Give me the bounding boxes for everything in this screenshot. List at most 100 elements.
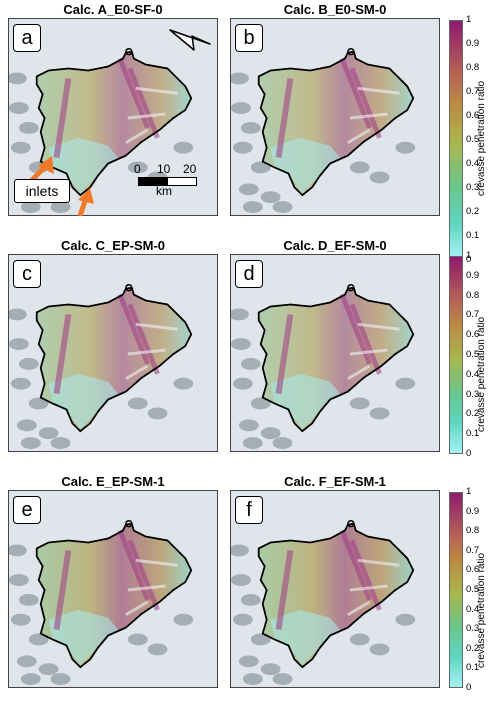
scale-label-10: 10	[157, 162, 171, 176]
mountain-shade	[173, 613, 194, 626]
colorbar-tick-label: 0.8	[466, 525, 480, 537]
mountain-shade	[231, 544, 249, 557]
flow-streak	[349, 112, 388, 120]
mountain-shade	[242, 201, 263, 214]
colorbar-tick-label: 0.2	[466, 642, 480, 654]
flow-streak	[127, 584, 166, 592]
scale-bar: 0 10 20 km	[134, 162, 208, 198]
high-ratio-band	[349, 539, 382, 611]
mountain-shade	[9, 338, 29, 351]
mountain-shade	[242, 437, 263, 450]
inlets-label: inlets	[14, 179, 70, 203]
map-panel-f	[230, 490, 440, 688]
mountain-shade	[272, 201, 293, 214]
mountain-shade	[38, 427, 59, 440]
mountain-shade	[20, 673, 41, 686]
mountain-shade	[10, 377, 31, 390]
colorbar-tick-label: 0.3	[466, 388, 480, 400]
mountain-shade	[232, 141, 253, 154]
flow-streak	[347, 600, 371, 617]
mountain-shade	[240, 121, 261, 134]
panel-title-a: Calc. A_E0-SF-0	[63, 2, 163, 17]
panel-title-f: Calc. F_EF-SM-1	[284, 474, 386, 489]
boundary-ring	[347, 283, 355, 292]
mountain-shade	[349, 633, 370, 646]
mountain-shade	[18, 593, 39, 606]
mountain-shade	[16, 419, 37, 432]
mountain-shade	[231, 72, 249, 85]
colorbar-tick-label: 0.1	[466, 662, 480, 674]
high-ratio-band	[275, 77, 294, 159]
panel-letter-b: b	[235, 24, 263, 52]
colorbar-tick-label: 0.4	[466, 368, 480, 380]
panel-title-c: Calc. C_EP-SM-0	[60, 238, 166, 253]
mountain-shade	[242, 673, 263, 686]
flow-streak	[357, 86, 400, 95]
glacier-boundary	[35, 286, 193, 433]
low-ratio-area	[48, 609, 118, 666]
glacier-boundary	[35, 50, 193, 197]
panel-letter-c: c	[13, 260, 41, 288]
high-ratio-band	[349, 303, 382, 375]
mountain-shade	[260, 663, 281, 676]
low-ratio-area	[48, 137, 118, 194]
high-ratio-band	[127, 303, 160, 375]
low-ratio-area	[270, 373, 340, 430]
colorbar-tick-label: 0.6	[466, 329, 480, 341]
glacier-map	[9, 491, 217, 687]
mountain-shade	[28, 633, 49, 646]
glacier-boundary	[257, 522, 415, 669]
colorbar-tick-label: 0.7	[466, 309, 480, 321]
panel-title-d: Calc. D_EF-SM-0	[283, 238, 387, 253]
mountain-shade	[10, 613, 31, 626]
mountain-shade	[50, 673, 71, 686]
mountain-shade	[260, 427, 281, 440]
glacier-boundary	[35, 522, 193, 669]
panel-title-e: Calc. E_EP-SM-1	[61, 474, 165, 489]
mountain-shade	[9, 308, 27, 321]
panel-letter-a: a	[13, 24, 41, 52]
mountain-shade	[231, 102, 251, 115]
mountain-shade	[250, 397, 271, 410]
map-panel-e	[8, 490, 218, 688]
panel-letter-f: f	[235, 496, 263, 524]
high-ratio-band	[53, 313, 72, 395]
colorbar-tick-label: 0.9	[466, 269, 480, 281]
mountain-shade	[20, 437, 41, 450]
high-ratio-band	[127, 539, 160, 611]
low-ratio-area	[270, 137, 340, 194]
flow-streak	[347, 128, 371, 145]
high-ratio-band	[127, 67, 160, 139]
colorbar-tick-label: 0.7	[466, 544, 480, 556]
mountain-shade	[9, 102, 29, 115]
colorbar-tick-label: 0.3	[466, 182, 480, 193]
flow-streak	[125, 364, 149, 381]
mountain-shade	[231, 338, 251, 351]
mountain-shade	[231, 308, 249, 321]
mountain-shade	[395, 613, 416, 626]
mountain-shade	[50, 437, 71, 450]
mountain-shade	[127, 161, 148, 174]
mountain-shade	[9, 544, 27, 557]
boundary-ring	[125, 519, 133, 528]
mountain-shade	[260, 191, 281, 204]
mountain-shade	[9, 72, 27, 85]
boundary-ring	[125, 47, 133, 56]
flow-streak	[349, 348, 388, 356]
mountain-shade	[173, 141, 194, 154]
scale-bar-white	[167, 177, 197, 186]
flow-streak	[127, 112, 166, 120]
mountain-shade	[250, 161, 271, 174]
mountain-shade	[127, 397, 148, 410]
mountain-shade	[369, 643, 390, 656]
scale-label-0: 0	[134, 162, 141, 176]
colorbar-tick-label: 0.8	[466, 62, 480, 73]
mountain-shade	[28, 397, 49, 410]
colorbar-tick-label: 0.4	[466, 603, 480, 615]
colorbar-top	[449, 20, 463, 260]
colorbar-tick-label: 0	[466, 254, 472, 265]
colorbar-tick-label: 0.7	[466, 86, 480, 97]
colorbar-tick-label: 0.5	[466, 584, 480, 595]
mountain-shade	[50, 201, 71, 214]
colorbar-tick-label: 1	[466, 486, 472, 497]
